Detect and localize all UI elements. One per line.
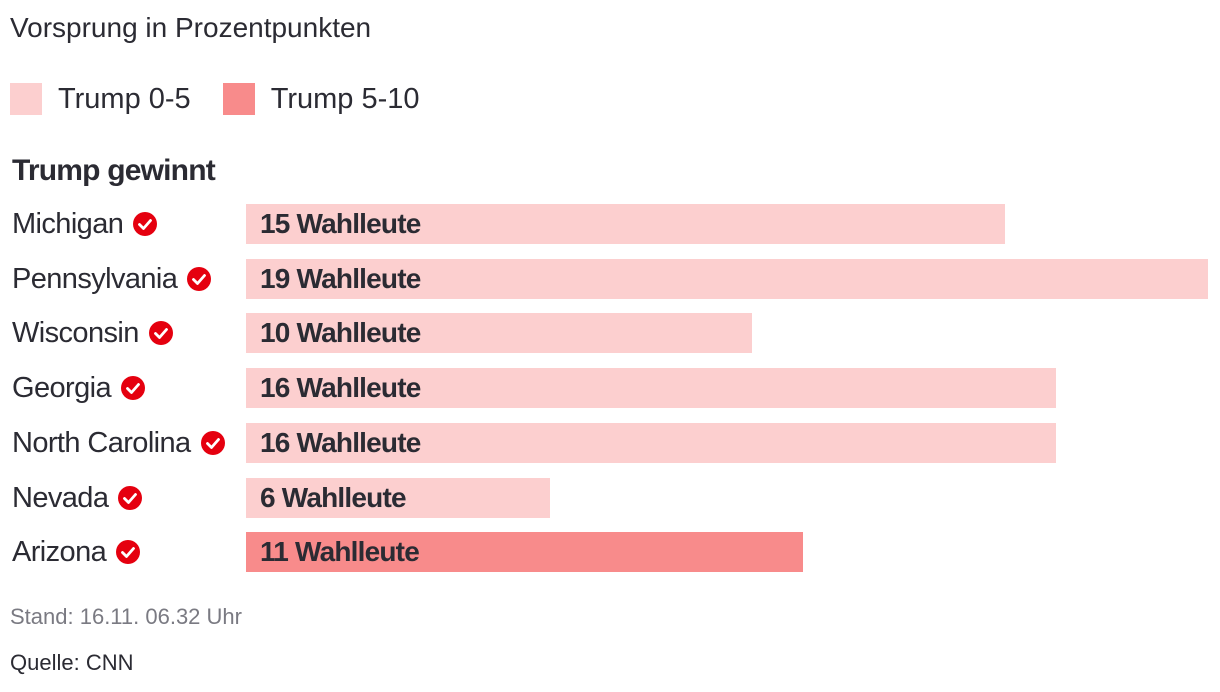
timestamp: Stand: 16.11. 06.32 Uhr — [10, 604, 242, 629]
legend: Trump 0-5 Trump 5-10 — [10, 81, 452, 117]
legend-swatch-trump-0-5 — [10, 83, 42, 115]
state-name: North Carolina — [12, 426, 191, 459]
state-name: Georgia — [12, 371, 112, 404]
bar-georgia: 16 Wahlleute — [246, 368, 1056, 408]
state-label-arizona: Arizona — [12, 532, 141, 572]
check-circle-icon — [187, 267, 212, 291]
bar-value-label: 19 Wahlleute — [260, 263, 421, 294]
bar-pennsylvania: 19 Wahlleute — [246, 259, 1208, 299]
chart-subtitle: Vorsprung in Prozentpunkten — [10, 12, 372, 43]
check-circle-icon — [148, 321, 173, 345]
legend-label-trump-5-10: Trump 5-10 — [270, 83, 420, 115]
state-label-michigan: Michigan — [12, 204, 158, 244]
bar-nevada: 6 Wahlleute — [246, 478, 550, 518]
bar-value-label: 16 Wahlleute — [260, 372, 421, 403]
state-name: Michigan — [12, 207, 124, 240]
legend-item-trump-5-10: Trump 5-10 — [222, 81, 420, 117]
check-circle-icon — [118, 486, 143, 510]
state-label-wisconsin: Wisconsin — [12, 313, 173, 353]
bar-value-label: 15 Wahlleute — [260, 208, 421, 239]
state-name: Wisconsin — [12, 316, 139, 349]
bar-value-label: 11 Wahlleute — [260, 536, 420, 567]
source-note: Quelle: CNN — [10, 650, 134, 675]
state-label-nevada: Nevada — [12, 478, 143, 518]
bar-wisconsin: 10 Wahlleute — [246, 313, 752, 353]
state-name: Pennsylvania — [12, 262, 178, 295]
state-name: Arizona — [12, 535, 107, 568]
group-title: Trump gewinnt — [12, 154, 216, 187]
bar-arizona: 11 Wahlleute — [246, 532, 803, 572]
state-label-pennsylvania: Pennsylvania — [12, 259, 212, 299]
state-label-north-carolina: North Carolina — [12, 423, 225, 463]
legend-label-trump-0-5: Trump 0-5 — [58, 83, 191, 115]
state-label-georgia: Georgia — [12, 368, 145, 408]
check-circle-icon — [133, 212, 158, 236]
state-name: Nevada — [12, 481, 109, 514]
legend-swatch-trump-5-10 — [222, 83, 255, 115]
check-circle-icon — [120, 376, 145, 400]
bar-value-label: 10 Wahlleute — [260, 317, 421, 348]
bar-north-carolina: 16 Wahlleute — [246, 423, 1056, 463]
check-circle-icon — [116, 540, 141, 564]
legend-item-trump-0-5: Trump 0-5 — [10, 81, 191, 117]
bar-michigan: 15 Wahlleute — [246, 204, 1005, 244]
check-circle-icon — [200, 431, 225, 455]
bar-value-label: 16 Wahlleute — [260, 427, 421, 458]
bar-value-label: 6 Wahlleute — [260, 482, 407, 513]
